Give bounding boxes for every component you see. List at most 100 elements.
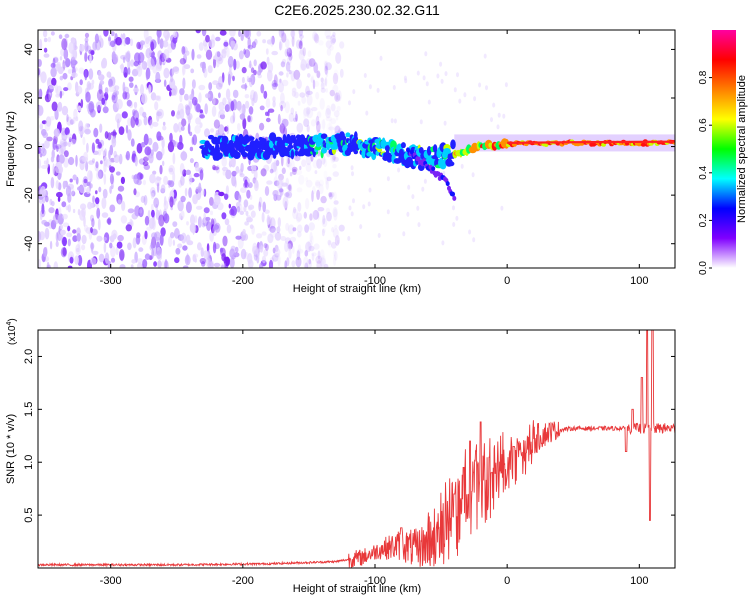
- noise-speckle: [292, 206, 297, 214]
- noise-speckle: [212, 96, 216, 106]
- noise-speckle: [75, 244, 81, 256]
- noise-speckle: [280, 61, 285, 67]
- noise-speckle: [203, 250, 209, 259]
- noise-speckle: [263, 90, 268, 99]
- noise-speckle: [122, 33, 126, 40]
- noise-speckle: [144, 215, 150, 226]
- noise-speckle: [144, 146, 152, 156]
- noise-speckle: [322, 214, 326, 225]
- faint-speckle: [502, 113, 506, 119]
- noise-speckle: [90, 214, 94, 222]
- noise-speckle: [50, 31, 55, 36]
- noise-speckle: [91, 218, 95, 228]
- noise-speckle: [169, 132, 173, 143]
- noise-speckle: [51, 77, 57, 86]
- noise-speckle: [278, 38, 283, 51]
- noise-speckle: [316, 260, 322, 268]
- noise-speckle: [65, 58, 71, 68]
- noise-speckle: [77, 186, 83, 191]
- noise-speckle: [244, 179, 248, 188]
- noise-speckle: [230, 40, 236, 48]
- x-tick-label: 0: [504, 575, 510, 587]
- noise-speckle: [204, 128, 210, 138]
- noise-speckle: [265, 117, 271, 123]
- noise-speckle: [172, 152, 176, 165]
- signal-blob: [447, 161, 455, 167]
- noise-speckle: [182, 169, 187, 177]
- noise-speckle: [254, 38, 258, 46]
- noise-speckle: [133, 108, 138, 114]
- noise-speckle: [190, 214, 196, 226]
- noise-speckle: [273, 160, 278, 172]
- noise-speckle: [180, 195, 186, 203]
- noise-speckle: [241, 66, 247, 74]
- noise-speckle: [103, 232, 110, 244]
- noise-speckle: [109, 185, 112, 194]
- noise-speckle: [199, 109, 203, 114]
- noise-speckle: [289, 236, 297, 243]
- noise-speckle: [294, 155, 301, 162]
- noise-speckle: [304, 224, 309, 233]
- noise-speckle: [65, 185, 72, 197]
- noise-speckle: [62, 247, 67, 257]
- noise-speckle: [62, 213, 68, 220]
- noise-speckle: [162, 125, 167, 131]
- noise-speckle: [71, 59, 76, 65]
- noise-speckle: [321, 77, 325, 87]
- noise-speckle: [140, 84, 144, 96]
- noise-speckle: [110, 31, 115, 37]
- noise-speckle: [296, 78, 302, 90]
- noise-speckle: [315, 180, 320, 187]
- signal-blob: [215, 152, 223, 160]
- y-tick-label: 20: [23, 92, 35, 104]
- noise-speckle: [56, 191, 63, 198]
- noise-speckle: [163, 260, 169, 268]
- noise-speckle: [310, 235, 314, 245]
- noise-speckle: [52, 57, 56, 68]
- noise-speckle: [267, 233, 274, 244]
- noise-speckle: [55, 164, 62, 174]
- noise-speckle: [59, 56, 63, 61]
- noise-speckle: [60, 48, 65, 57]
- noise-speckle: [108, 165, 112, 171]
- noise-speckle: [107, 217, 112, 226]
- noise-speckle: [167, 141, 175, 153]
- noise-speckle: [206, 243, 210, 253]
- noise-speckle: [209, 231, 214, 242]
- noise-speckle: [92, 158, 95, 163]
- faint-speckle: [348, 205, 352, 211]
- noise-speckle: [298, 30, 303, 37]
- noise-speckle: [61, 201, 67, 208]
- noise-speckle: [250, 89, 256, 102]
- colorbar-tick-label: 0.2: [698, 213, 709, 227]
- noise-speckle: [51, 101, 58, 112]
- noise-speckle: [294, 110, 298, 121]
- noise-speckle: [226, 125, 230, 135]
- noise-speckle: [244, 221, 250, 226]
- noise-speckle: [84, 52, 88, 63]
- noise-speckle: [123, 38, 127, 47]
- noise-speckle: [121, 111, 128, 119]
- noise-speckle: [163, 196, 167, 206]
- faint-speckle: [421, 186, 425, 192]
- noise-speckle: [182, 245, 188, 251]
- noise-speckle: [324, 61, 328, 72]
- noise-speckle: [183, 53, 187, 64]
- noise-speckle: [278, 30, 285, 38]
- noise-speckle: [285, 161, 292, 168]
- noise-speckle: [284, 101, 290, 114]
- noise-speckle: [323, 158, 328, 168]
- noise-speckle: [50, 177, 55, 189]
- noise-speckle: [39, 38, 43, 51]
- noise-speckle: [199, 114, 206, 119]
- noise-speckle: [324, 30, 331, 38]
- noise-speckle: [55, 241, 59, 247]
- noise-speckle: [48, 90, 52, 101]
- noise-speckle: [213, 119, 220, 129]
- noise-speckle: [198, 92, 202, 103]
- noise-speckle: [310, 119, 317, 127]
- noise-speckle: [153, 261, 158, 267]
- noise-speckle: [177, 141, 184, 150]
- noise-speckle: [333, 125, 337, 134]
- noise-speckle: [253, 69, 257, 76]
